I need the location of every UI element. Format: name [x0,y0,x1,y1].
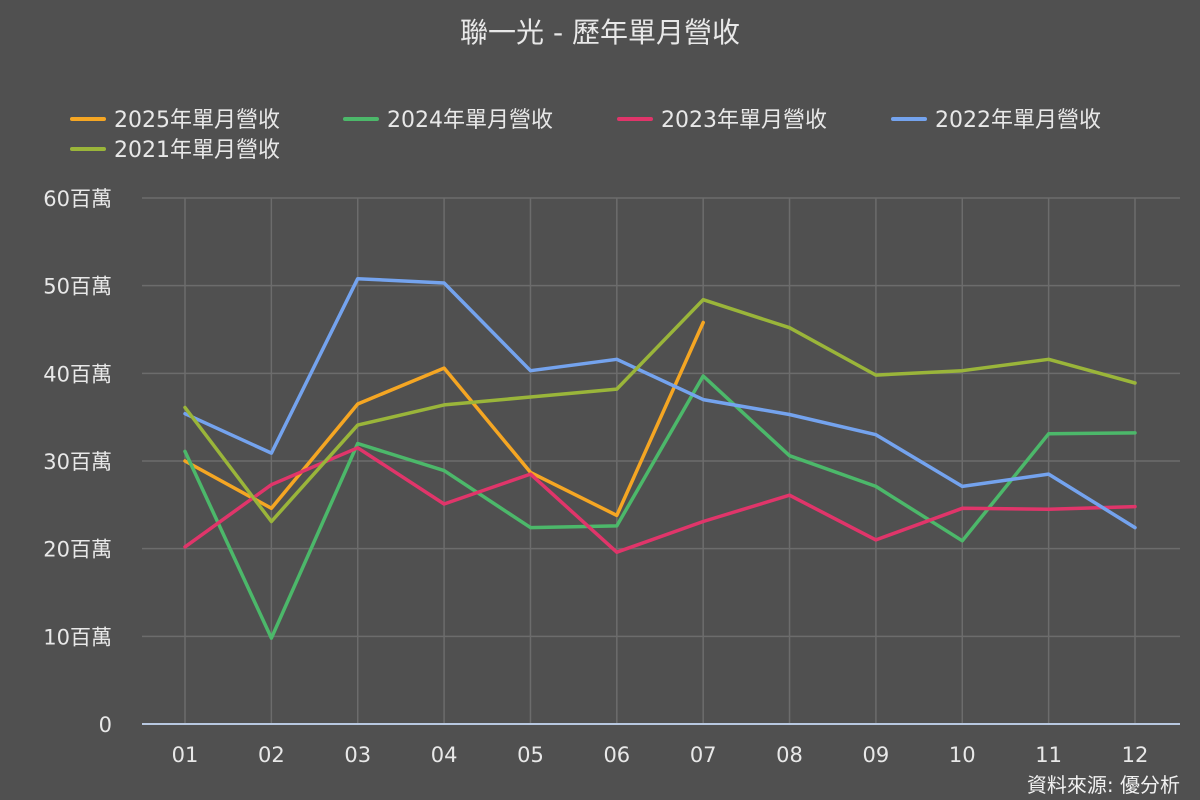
y-tick-label: 40百萬 [43,362,112,386]
y-tick-label: 10百萬 [43,625,112,649]
legend-item: 2023年單月營收 [617,108,827,133]
y-tick-label: 20百萬 [43,538,112,562]
legend: 2025年單月營收 2024年單月營收 2023年單月營收 2022年單月營收 2021… [70,108,1101,163]
legend-item: 2024年單月營收 [343,108,553,133]
legend-item: 2022年單月營收 [891,108,1101,133]
series-line [183,297,1137,524]
x-tick-label: 09 [863,743,890,767]
x-tick-label: 03 [344,743,371,767]
y-tick-label: 30百萬 [43,450,112,474]
series-line [183,446,1137,554]
x-tick-label: 11 [1035,743,1062,767]
y-tick-label: 50百萬 [43,275,112,299]
source-note: 資料來源: 優分析 [1027,773,1180,797]
legend-label: 2023年單月營收 [661,108,827,133]
x-tick-label: 12 [1122,743,1149,767]
legend-item: 2025年單月營收 [70,108,280,133]
x-tick-label: 05 [517,743,544,767]
x-tick-label: 08 [776,743,803,767]
series-line [183,320,705,518]
legend-label: 2024年單月營收 [387,108,553,133]
x-tick-label: 06 [603,743,630,767]
y-tick-label: 0 [99,713,112,737]
x-axis: 01 02 03 04 05 06 07 08 09 10 11 12 [142,723,1180,767]
legend-item: 2021年單月營收 [70,138,280,163]
legend-label: 2025年單月營收 [114,108,280,133]
x-tick-label: 10 [949,743,976,767]
x-tick-label: 04 [431,743,458,767]
series-lines [183,276,1137,640]
legend-label: 2021年單月營收 [114,138,280,163]
y-axis: 0 10百萬 20百萬 30百萬 40百萬 50百萬 60百萬 [43,187,112,737]
x-tick-label: 01 [172,743,199,767]
x-tick-label: 02 [258,743,285,767]
grid [142,197,1180,724]
legend-label: 2022年單月營收 [935,108,1101,133]
series-line [183,276,1137,530]
y-tick-label: 60百萬 [43,187,112,211]
x-tick-label: 07 [690,743,717,767]
series-line [183,374,1137,640]
chart-title: 聯一光 - 歷年單月營收 [460,16,740,49]
